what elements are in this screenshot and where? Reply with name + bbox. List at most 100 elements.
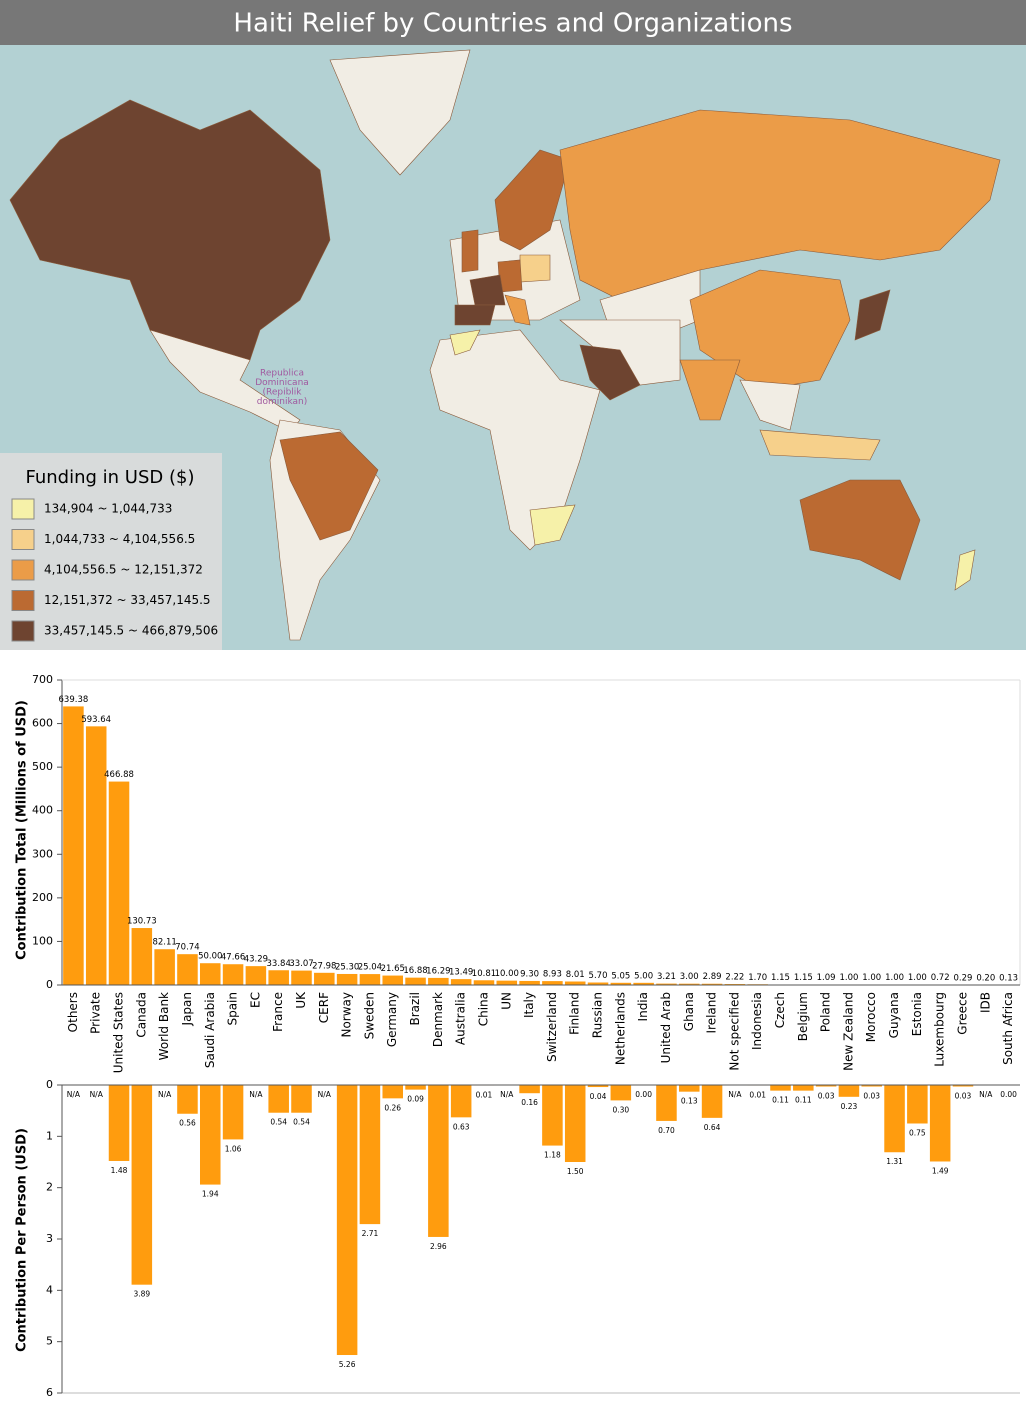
bar	[428, 1085, 449, 1237]
value-label: 1.00	[908, 973, 927, 983]
legend-box	[0, 453, 222, 650]
value-label: N/A	[90, 1090, 104, 1099]
value-label: 0.01	[476, 1091, 493, 1100]
x-tick-label: EC	[248, 992, 262, 1008]
bar	[108, 781, 130, 985]
value-label: 33.07	[289, 959, 313, 969]
y-tick-label: 2	[46, 1181, 53, 1194]
map-label-line: Republica	[260, 369, 304, 379]
value-label: 3.00	[680, 972, 699, 982]
bar	[678, 1085, 700, 1092]
bar	[336, 1085, 358, 1356]
value-label: N/A	[500, 1090, 514, 1099]
x-tick-label: France	[271, 992, 285, 1032]
y-tick-label: 4	[46, 1283, 53, 1296]
value-label: 25.04	[358, 963, 382, 973]
bar	[63, 706, 84, 985]
value-label: 0.56	[179, 1119, 196, 1128]
bar	[633, 982, 654, 985]
y-tick-label: 0	[46, 1078, 53, 1091]
x-tick-label: CERF	[317, 992, 331, 1023]
y-tick-label: 5	[46, 1335, 53, 1348]
value-label: 1.31	[886, 1157, 903, 1166]
value-label: 0.64	[704, 1123, 721, 1132]
map-label-line: dominikan)	[257, 397, 307, 407]
bar	[291, 970, 312, 985]
value-label: 5.00	[634, 971, 653, 981]
map: Funding in USD ($) 134,904 ~ 1,044,733 1,…	[0, 45, 1026, 650]
map-label-line: (Repiblik	[262, 388, 302, 398]
y-tick-label: 1	[46, 1129, 53, 1142]
x-tick-label: Luxembourg	[933, 992, 947, 1067]
x-tick-label: Italy	[522, 992, 536, 1018]
value-label: 1.06	[225, 1144, 242, 1153]
value-label: 0.23	[841, 1102, 858, 1111]
value-label: N/A	[318, 1090, 332, 1099]
y-tick-label: 700	[32, 673, 53, 686]
x-tick-label: Saudi Arabia	[203, 992, 217, 1068]
x-tick-label: Denmark	[431, 992, 445, 1047]
bar	[131, 1085, 153, 1285]
bar	[428, 977, 449, 985]
bar	[199, 963, 221, 985]
value-label: 2.71	[362, 1229, 379, 1238]
legend-swatch	[11, 620, 35, 642]
legend-label: 134,904 ~ 1,044,733	[44, 502, 172, 516]
x-tick-label: South Africa	[1001, 992, 1015, 1065]
bar	[542, 981, 563, 985]
bar	[656, 983, 677, 985]
x-tick-label: Estonia	[910, 992, 924, 1036]
y-tick-label: 3	[46, 1232, 53, 1245]
bar	[450, 1085, 472, 1118]
value-label: 27.98	[312, 961, 336, 971]
y-tick-label: 6	[46, 1386, 53, 1399]
x-tick-label: Switzerland	[545, 992, 559, 1062]
value-label: N/A	[979, 1090, 993, 1099]
x-tick-label: Ghana	[682, 992, 696, 1031]
bar	[496, 980, 518, 985]
value-label: 0.54	[270, 1118, 287, 1127]
value-label: 43.29	[244, 955, 268, 965]
x-tick-label: Indonesia	[750, 992, 764, 1050]
y-axis-label: Contribution Per Person (USD)	[15, 1128, 30, 1352]
value-label: 1.70	[748, 973, 767, 983]
bar	[359, 974, 381, 985]
land	[9, 49, 1001, 641]
bar	[314, 972, 335, 985]
bar	[610, 1085, 632, 1101]
y-tick-label: 200	[32, 891, 53, 904]
value-label: 466.88	[104, 770, 134, 780]
value-label: 0.20	[976, 973, 995, 983]
value-label: 25.30	[335, 962, 359, 972]
bar	[929, 1085, 951, 1162]
bar	[610, 982, 632, 985]
value-label: 1.49	[932, 1166, 949, 1175]
value-label: 0.30	[612, 1105, 629, 1114]
bar	[701, 983, 723, 985]
x-tick-label: Belgium	[796, 992, 810, 1041]
value-label: 1.94	[202, 1190, 219, 1199]
value-label: 50.00	[198, 952, 222, 962]
value-label: 0.11	[795, 1096, 812, 1105]
bar	[884, 1085, 905, 1153]
bar	[952, 1085, 974, 1087]
x-tick-label: World Bank	[157, 992, 171, 1060]
x-tick-label: Morocco	[864, 992, 878, 1042]
value-label: 9.30	[520, 969, 539, 979]
value-label: 593.64	[81, 715, 111, 725]
value-label: 0.00	[635, 1090, 652, 1099]
value-label: 0.01	[749, 1091, 766, 1100]
value-label: 82.11	[152, 938, 176, 948]
value-label: N/A	[728, 1090, 742, 1099]
bar	[108, 1085, 130, 1161]
value-label: 2.22	[725, 973, 744, 983]
value-label: 21.65	[381, 964, 405, 974]
value-label: 1.18	[544, 1151, 561, 1160]
x-tick-label: Not specified	[727, 992, 741, 1071]
value-label: 47.66	[221, 953, 245, 963]
x-tick-label: United Arab	[659, 992, 673, 1063]
bar	[564, 1085, 586, 1162]
value-label: 0.11	[772, 1096, 789, 1105]
bar	[336, 973, 358, 985]
